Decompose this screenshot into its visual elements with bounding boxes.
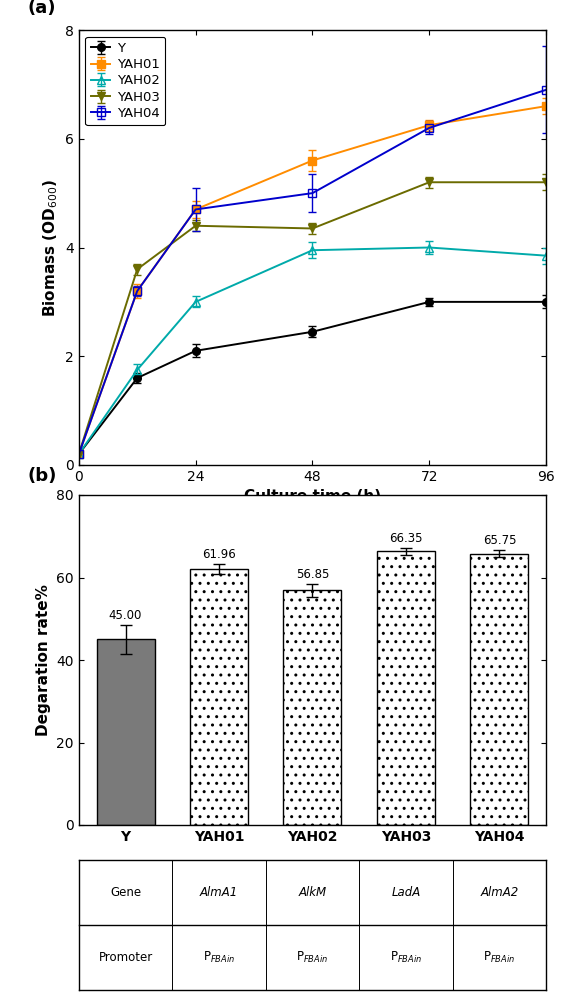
Text: (a): (a)	[28, 0, 56, 17]
Bar	[284, 590, 341, 825]
Text: (b): (b)	[28, 467, 57, 485]
Text: LadA: LadA	[391, 886, 421, 899]
Y-axis label: Biomass (OD$_{600}$): Biomass (OD$_{600}$)	[41, 178, 60, 317]
Text: Gene: Gene	[110, 886, 141, 899]
Text: P$_{FBAin}$: P$_{FBAin}$	[203, 950, 235, 965]
Text: 45.00: 45.00	[109, 609, 142, 622]
Text: 56.85: 56.85	[296, 568, 329, 581]
Text: Promoter: Promoter	[99, 951, 153, 964]
Bar	[377, 551, 435, 825]
Bar	[97, 639, 154, 825]
Text: 61.96: 61.96	[202, 548, 236, 561]
Text: P$_{FBAin}$: P$_{FBAin}$	[483, 950, 516, 965]
Text: AlmA2: AlmA2	[480, 886, 519, 899]
Bar	[471, 554, 528, 825]
Legend: Y, YAH01, YAH02, YAH03, YAH04: Y, YAH01, YAH02, YAH03, YAH04	[86, 37, 165, 125]
X-axis label: Culture time (h): Culture time (h)	[244, 489, 381, 504]
Text: AlmA1: AlmA1	[200, 886, 238, 899]
Text: 65.75: 65.75	[482, 534, 516, 547]
Text: 66.35: 66.35	[389, 532, 423, 545]
Text: P$_{FBAin}$: P$_{FBAin}$	[390, 950, 422, 965]
Text: AlkM: AlkM	[298, 886, 327, 899]
Bar	[190, 569, 248, 825]
Y-axis label: Degaration rate%: Degaration rate%	[36, 584, 51, 736]
Text: P$_{FBAin}$: P$_{FBAin}$	[296, 950, 329, 965]
